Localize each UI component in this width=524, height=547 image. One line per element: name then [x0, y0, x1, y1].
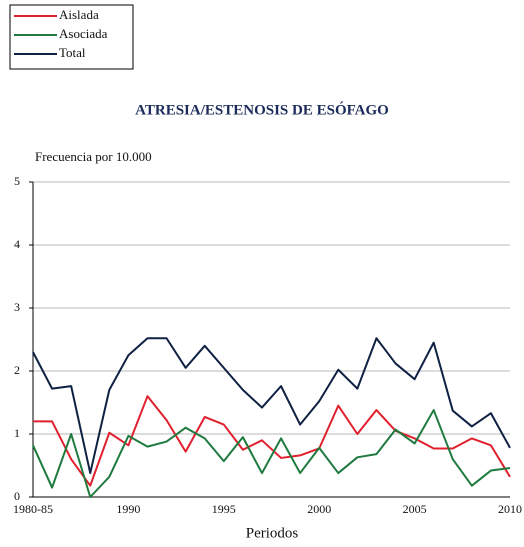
legend-label: Asociada	[59, 26, 108, 41]
y-tick-label: 1	[14, 426, 20, 440]
y-tick-label: 3	[14, 300, 20, 314]
y-tick-label: 0	[14, 489, 20, 503]
y-axis-title: Frecuencia por 10.000	[35, 149, 152, 164]
x-tick-label: 1990	[116, 502, 140, 516]
x-tick-label: 1980-85	[13, 502, 53, 516]
data-line	[32, 409, 511, 498]
y-tick-label: 5	[14, 174, 20, 188]
data-line	[33, 395, 511, 487]
x-tick-label: 1995	[212, 502, 236, 516]
data-line	[32, 337, 511, 475]
legend-label: Aislada	[59, 7, 99, 22]
chart-title: ATRESIA/ESTENOSIS DE ESÓFAGO	[135, 101, 389, 118]
x-axis-title: Periodos	[246, 525, 299, 541]
y-tick-label: 4	[14, 237, 20, 251]
x-tick-label: 2005	[403, 502, 427, 516]
x-tick-label: 2010	[498, 502, 522, 516]
y-tick-label: 2	[14, 363, 20, 377]
x-tick-label: 2000	[307, 502, 331, 516]
legend-label: Total	[59, 45, 86, 60]
legend-box	[9, 4, 134, 70]
